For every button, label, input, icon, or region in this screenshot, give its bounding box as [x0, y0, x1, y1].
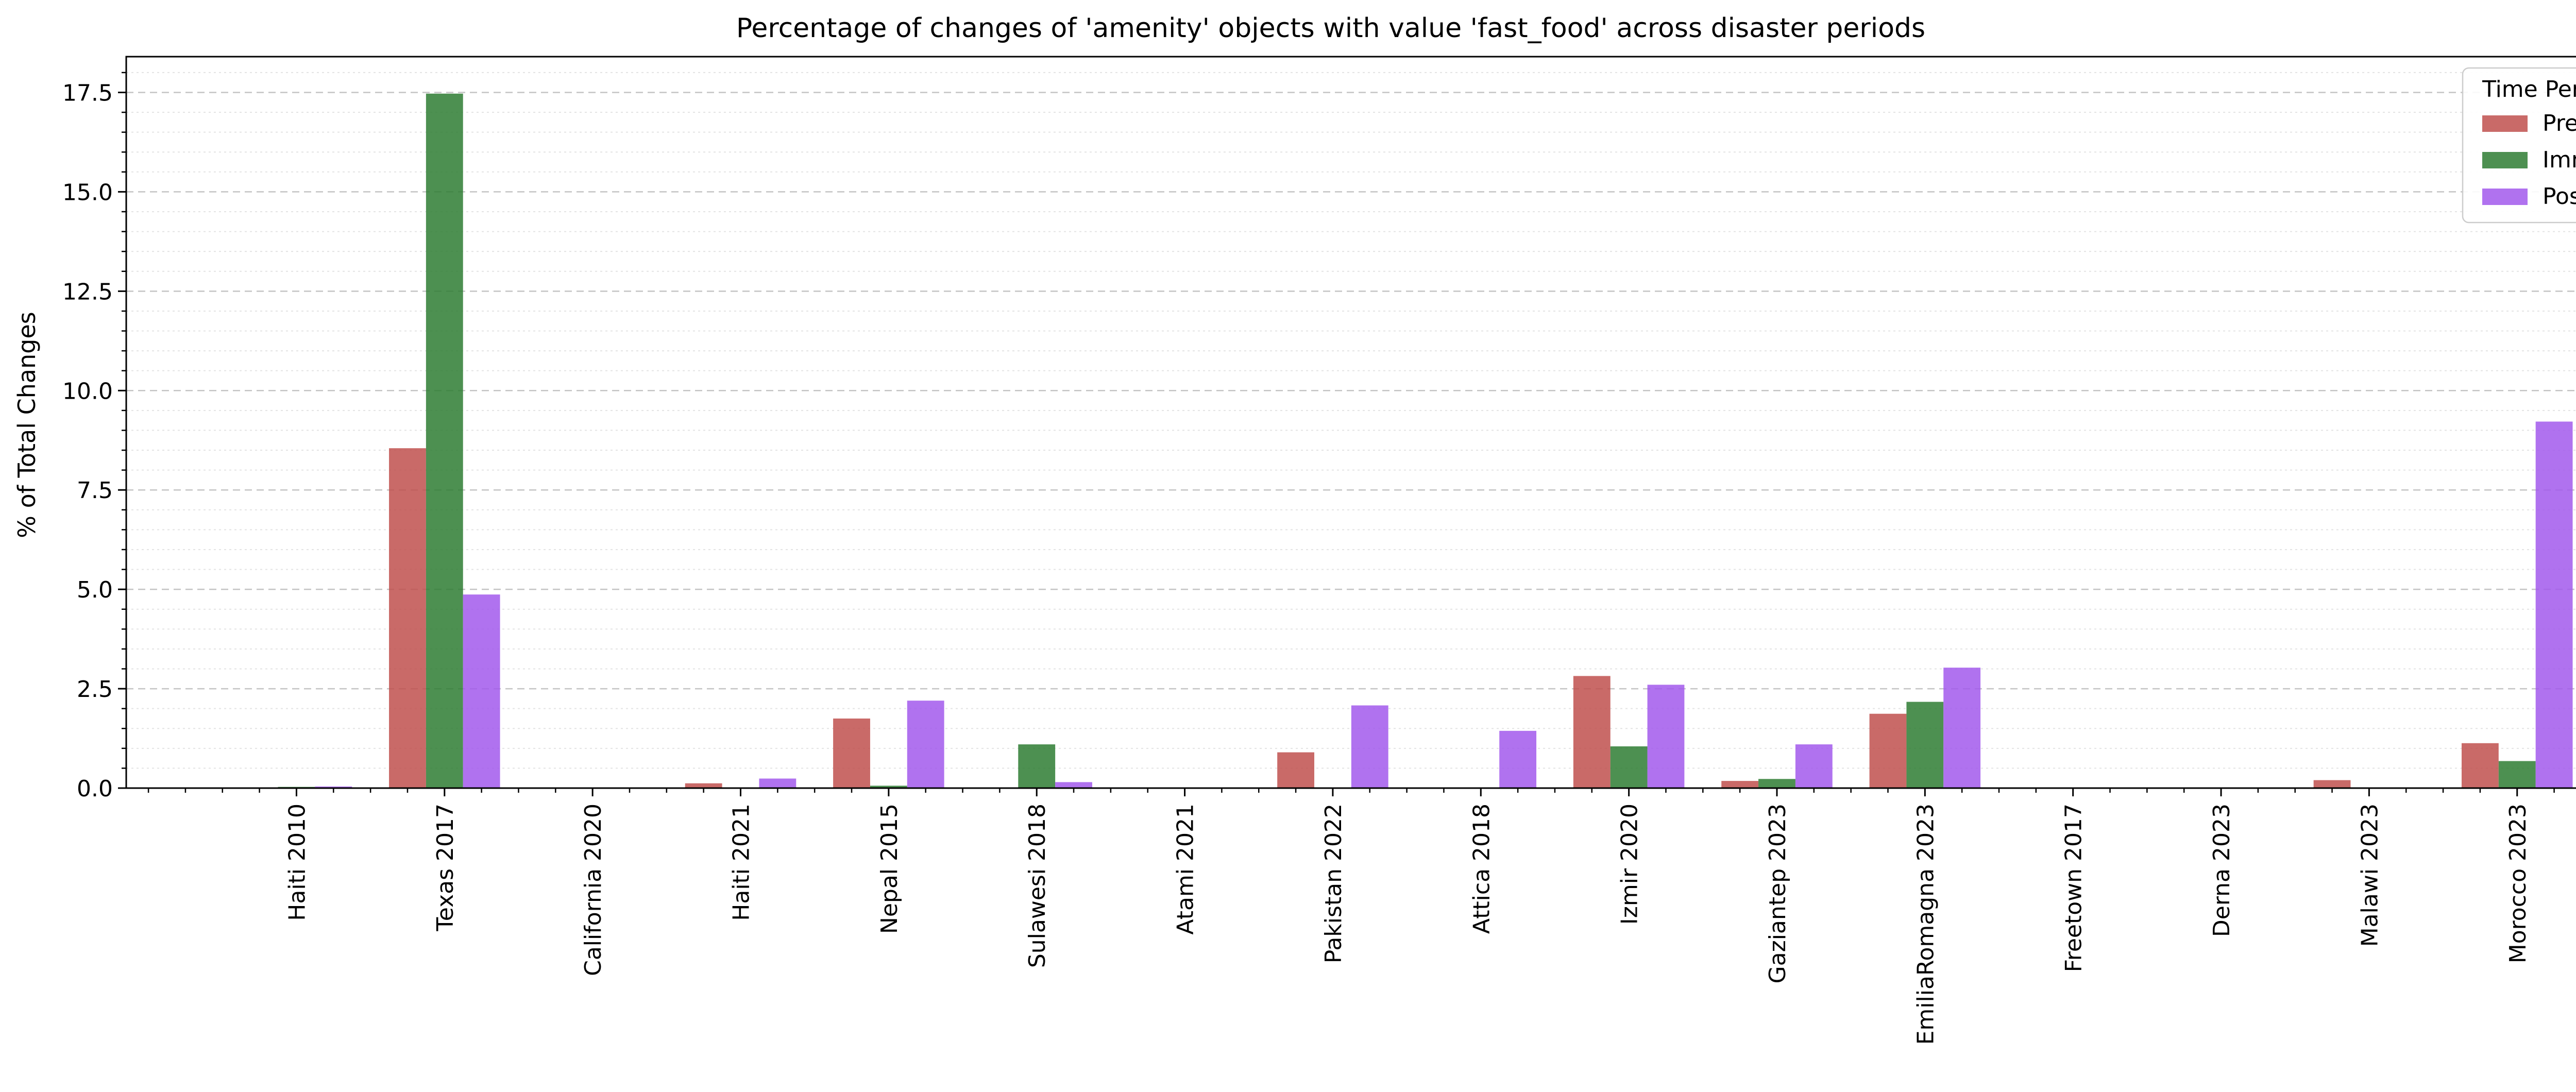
legend: Time Period Pre Imm Post: [2462, 67, 2576, 224]
bar-pre-3: [685, 783, 722, 788]
x-tick-label: Gaziantep 2023: [1765, 804, 1791, 983]
y-tick-label: 2.5: [77, 676, 113, 703]
bar-post-5: [1055, 782, 1092, 788]
y-tick-label: 17.5: [62, 80, 113, 106]
x-tick-label: Freetown 2017: [2061, 804, 2087, 972]
y-tick-label: 7.5: [77, 477, 113, 504]
legend-swatch-post: [2482, 189, 2528, 205]
x-tick-label: Morocco 2023: [2505, 804, 2531, 963]
bar-pre-14: [2313, 780, 2351, 788]
bar-imm-15: [2498, 761, 2536, 788]
plot-frame: [125, 56, 2576, 789]
bar-pre-9: [1573, 676, 1611, 788]
x-tick-label: Atami 2021: [1173, 804, 1199, 935]
bar-post-15: [2535, 421, 2573, 788]
bar-imm-1: [426, 93, 463, 789]
bar-post-9: [1647, 685, 1685, 788]
legend-label-pre: Pre: [2543, 110, 2576, 136]
bar-imm-9: [1610, 746, 1648, 788]
bar-imm-10: [1758, 779, 1795, 788]
bar-imm-5: [1018, 744, 1056, 788]
legend-swatch-pre: [2482, 115, 2528, 132]
x-tick-label: Malawi 2023: [2357, 804, 2383, 947]
bar-post-1: [463, 594, 500, 788]
y-tick-label: 10.0: [62, 378, 113, 404]
bar-pre-1: [389, 448, 426, 788]
x-tick-label: Haiti 2021: [728, 804, 755, 921]
x-tick-label: Sulawesi 2018: [1024, 804, 1050, 968]
bar-pre-4: [833, 718, 870, 788]
chart-title: Percentage of changes of 'amenity' objec…: [736, 13, 1925, 44]
bar-pre-7: [1277, 752, 1315, 788]
y-tick-label: 0.0: [77, 776, 113, 802]
legend-label-post: Post: [2543, 183, 2576, 210]
y-tick-label: 12.5: [62, 279, 113, 305]
bar-pre-11: [1869, 713, 1907, 788]
bar-post-3: [759, 778, 796, 788]
bar-post-7: [1351, 705, 1388, 788]
x-tick-label: Texas 2017: [432, 804, 459, 932]
grid-lines: [126, 72, 2576, 769]
bar-post-0: [315, 786, 352, 788]
bar-imm-11: [1906, 702, 1944, 788]
axes: 0.0 2.5 5.0 7.5 10.0 12.5 15.0 17.5 Haiti 2010 Te…: [62, 56, 2576, 1045]
x-tick-label: Izmir 2020: [1617, 804, 1643, 925]
bar-post-10: [1795, 744, 1833, 788]
legend-label-imm: Imm: [2543, 147, 2576, 173]
x-tick-label: Nepal 2015: [876, 804, 903, 934]
bar-pre-15: [2461, 743, 2499, 788]
legend-swatch-imm: [2482, 152, 2528, 168]
x-tick-label: EmiliaRomagna 2023: [1912, 804, 1939, 1045]
bars: [278, 93, 2573, 789]
y-tick-label: 15.0: [62, 179, 113, 206]
bar-imm-4: [870, 786, 907, 788]
x-tick-label: California 2020: [580, 804, 606, 976]
y-axis-label: % of Total Changes: [13, 312, 41, 538]
bar-pre-10: [1721, 781, 1759, 788]
bar-post-11: [1943, 668, 1981, 788]
legend-title: Time Period: [2482, 76, 2576, 103]
x-tick-label: Pakistan 2022: [1320, 804, 1347, 963]
y-tick-label: 5.0: [77, 577, 113, 603]
x-tick-label: Haiti 2010: [284, 804, 310, 921]
x-tick-label: Derna 2023: [2209, 804, 2235, 937]
bar-post-4: [907, 701, 944, 788]
bar-post-8: [1499, 730, 1537, 788]
legend-box: [2462, 67, 2576, 224]
x-tick-label: Attica 2018: [1468, 804, 1495, 934]
